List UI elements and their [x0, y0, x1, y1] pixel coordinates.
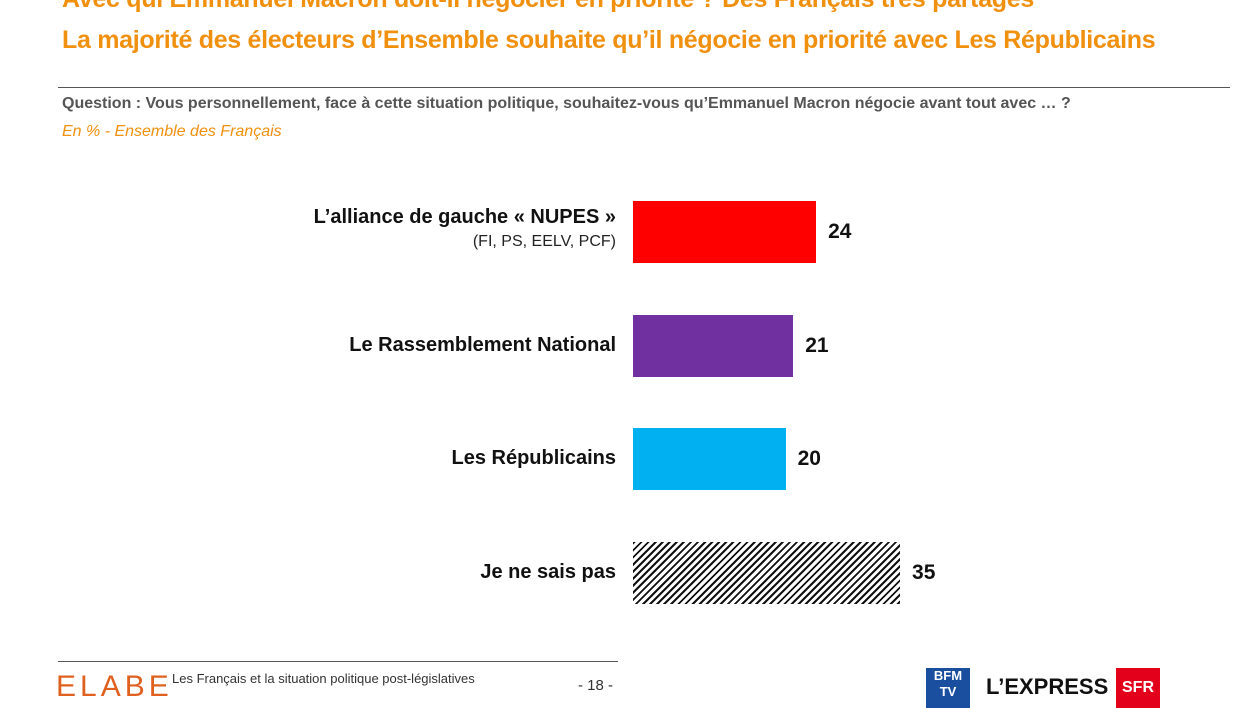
category-label-text: Les Républicains: [451, 447, 617, 469]
page-number: - 18 -: [578, 677, 614, 694]
bar: [633, 201, 817, 263]
category-label: Les Républicains: [452, 447, 617, 470]
category-label: Je ne sais pas: [480, 561, 616, 584]
category-label: Le Rassemblement National: [349, 334, 616, 357]
data-label: 21: [805, 334, 829, 357]
data-label: 20: [797, 447, 821, 470]
footer-text: Les Français et la situation politique p…: [172, 671, 475, 686]
category-label-text: L’alliance de gauche « NUPES »: [313, 206, 616, 228]
footer-divider: [58, 661, 618, 662]
header-divider: [58, 87, 1230, 88]
category-sublabel: (FI, PS, EELV, PCF): [472, 233, 616, 250]
category-label-text: Je ne sais pas: [480, 561, 616, 583]
bfm-logo: BFM TV: [926, 668, 970, 708]
question: Question : Vous personnellement, face à …: [62, 95, 1071, 112]
bar: [633, 315, 794, 377]
lexpress-logo: L’EXPRESS: [986, 674, 1109, 699]
subtitle: En % - Ensemble des Français: [62, 123, 282, 140]
data-label: 24: [828, 220, 852, 243]
sfr-logo: SFR: [1116, 668, 1160, 708]
title-line-1: Avec qui Emmanuel Macron doit-il négocie…: [62, 0, 1034, 14]
elabe-logo: ELABE: [56, 670, 173, 703]
title-line-2: La majorité des électeurs d’Ensemble sou…: [62, 26, 1156, 54]
category-label: L’alliance de gauche « NUPES » (FI, PS, E…: [314, 206, 616, 251]
category-label-text: Le Rassemblement National: [349, 334, 616, 356]
bar: [633, 428, 786, 490]
bar: [633, 542, 901, 604]
data-label: 35: [912, 561, 936, 584]
